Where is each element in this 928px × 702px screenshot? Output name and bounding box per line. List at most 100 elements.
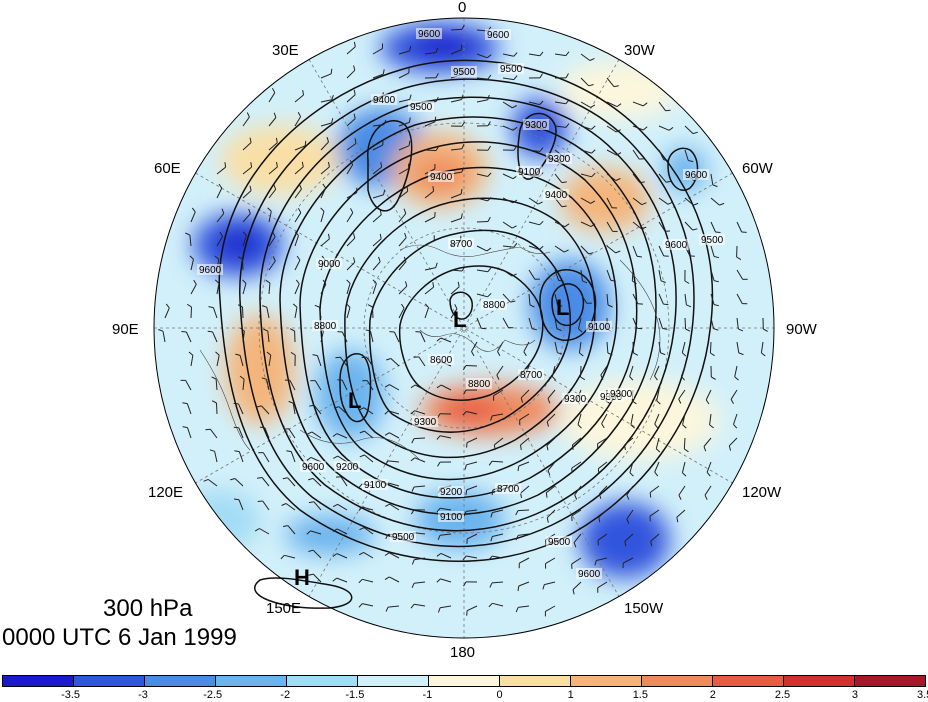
wind-barb-flag [237,304,243,308]
wind-barb-flag [353,257,356,263]
wind-barb [398,72,410,79]
wind-barb-flag [435,73,439,79]
wind-barb [336,528,348,535]
wind-barb-flag [490,512,493,518]
wind-barb [346,283,351,295]
wind-barb-flag [633,352,639,356]
wind-barb-flag [487,172,492,177]
lon-label-180: 180 [450,644,476,661]
wind-barb-flag [406,186,409,192]
wind-barb-flag [487,74,492,80]
contour-label-bg [312,320,338,331]
wind-barb-flag [515,535,519,541]
wind-barb [678,389,686,400]
wind-barb-flag [591,149,596,154]
wind-barb-flag [405,281,408,287]
wind-barb-flag [490,536,493,542]
contour-label-bg [608,388,634,399]
wind-barb-flag [510,300,516,303]
wind-barb-flag [457,281,460,287]
wind-barb-flag [481,327,487,330]
wind-barb [571,461,582,469]
wind-barb [518,461,530,467]
wind-barb-flag [629,376,634,381]
wind-barb-flag [461,121,466,127]
wind-barb-flag [332,553,338,557]
wind-barb [216,213,225,223]
wind-barb-flag [436,435,441,440]
wind-barb [320,73,332,79]
wind-barb-flag [565,73,569,79]
wind-barb [414,603,426,607]
wind-barb-flag [616,103,622,108]
wind-barb [268,211,272,223]
wind-barb-flag [580,376,586,381]
wind-barb-flag [665,109,671,112]
wind-barb [606,293,609,306]
wind-barb-flag [299,184,302,190]
wind-barb-flag [193,279,197,285]
wind-barb [372,283,377,295]
wind-barb-flag [738,352,744,356]
wind-barb [450,148,462,151]
colorbar-swatch [570,676,641,686]
wind-barb [546,437,556,446]
colorbar-tick-label: -3 [138,689,148,701]
wind-barb-flag [486,247,492,252]
wind-barb [492,602,504,607]
wind-barb-flag [513,145,518,151]
wind-barb [187,427,192,439]
wind-barb-flag [565,123,570,128]
wind-barb [736,269,744,280]
wind-barb [290,451,296,463]
wind-barb [520,485,530,494]
wind-barb [189,235,192,247]
wind-barb [597,581,608,589]
colorbar-swatch [215,676,286,686]
wind-barb-flag [642,126,648,131]
wind-barb [346,212,354,223]
contour-label-bg [683,169,709,180]
colorbar-tick-label: 1 [567,689,574,701]
wind-barb [339,356,348,367]
wind-barb-flag [265,279,271,284]
wind-barb [294,116,302,127]
wind-barb [414,384,426,391]
wind-barb-flag [239,375,245,380]
contour-label: 9000 [318,259,341,270]
wind-barb [268,355,272,367]
wind-barb [649,509,660,517]
wind-barb [440,605,452,609]
wind-barb [632,221,642,230]
wind-barb-flag [565,99,570,105]
wind-barb-flag [710,352,715,357]
wind-barb-flag [564,223,570,228]
wind-barb-flag [513,242,518,248]
wind-barb [684,221,693,231]
wind-barb [580,269,583,281]
wind-barb [705,389,712,401]
wind-barb [389,552,400,559]
wind-barb [320,331,324,343]
wind-barb-flag [515,510,519,516]
wind-barb [658,125,670,131]
wind-barb-flag [353,233,356,239]
wind-barb [597,533,608,541]
wind-barb [234,478,244,487]
wind-barb [212,331,218,343]
wind-barb [466,437,478,444]
wind-barb-flag [565,51,570,56]
wind-barb [242,258,244,271]
wind-barb-flag [301,161,304,167]
wind-barb [632,101,644,107]
wind-barb [294,212,302,223]
wind-barb [364,454,374,463]
wind-barb [310,530,322,535]
wind-barb-flag [490,415,493,421]
wind-barb [491,581,504,584]
wind-barb [632,173,641,183]
wind-barb-flag [302,90,304,96]
wind-barb-flag [688,160,694,163]
wind-barb-flag [668,126,674,131]
wind-barb-flag [182,402,188,405]
